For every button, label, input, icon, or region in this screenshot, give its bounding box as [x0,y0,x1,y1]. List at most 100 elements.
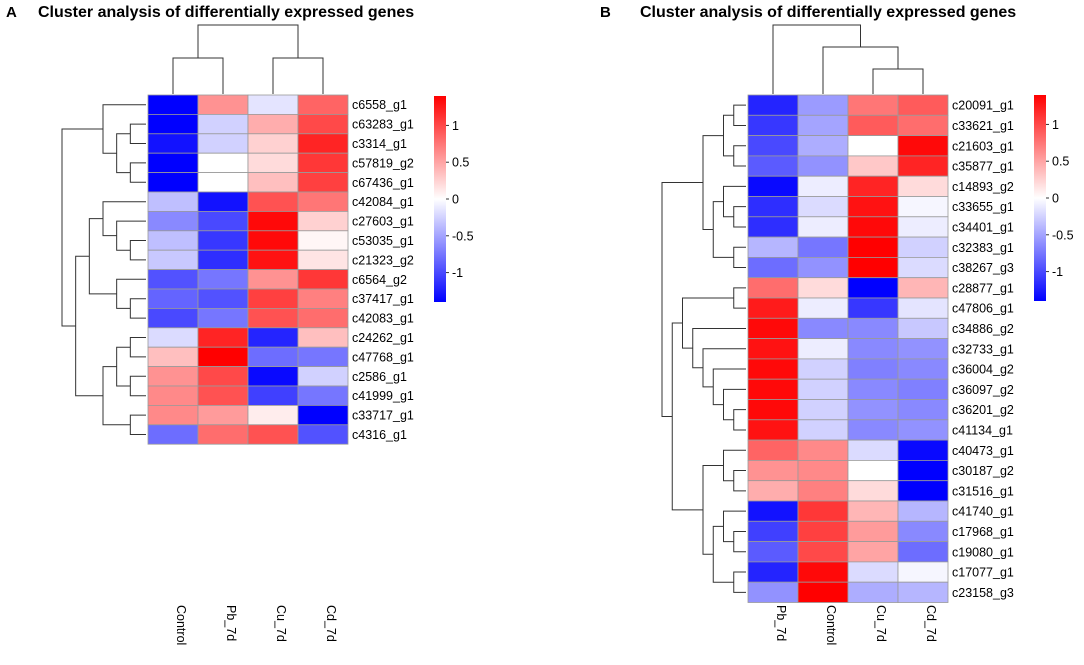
heatmap-cell-a-c41999_g1-Pb_7d [197,385,249,406]
row-dendrogram-branch-a-13 [116,346,131,387]
heatmap-cell-a-c2586_g1-Cd_7d [297,366,349,387]
col-label-a-Control: Control [174,605,188,645]
heatmap-cell-b-c41134_g1-Control [797,419,849,441]
row-label-a-c53035_g1: c53035_g1 [352,234,414,248]
row-label-b-c34401_g1: c34401_g1 [952,220,1014,234]
heatmap-cell-a-c57819_g2-Pb_7d [197,152,249,173]
heatmap-cell-a-c42084_g1-Cu_7d [247,191,299,212]
row-dendrogram-branch-b-6 [733,246,746,269]
heatmap-cell-a-c6564_g2-Control [147,269,199,290]
heatmap-cell-b-c47806_g1-Cu_7d [847,297,899,319]
heatmap-cell-b-c32733_g1-Cd_7d [897,338,949,360]
row-dendrogram-branch-b-23 [671,322,703,511]
heatmap-cell-b-c33655_g1-Cd_7d [897,196,949,218]
heatmap-a: c6558_g1 c63283_g1 c3314_g1 c57819_g2 c67436… [61,24,474,645]
heatmap-cell-a-c2586_g1-Pb_7d [197,366,249,387]
heatmap-cell-a-c24262_g1-Cd_7d [297,327,349,348]
heatmap-cell-b-c28877_g1-Pb_7d [747,277,799,299]
heatmap-cell-a-c42083_g1-Cd_7d [297,307,349,329]
row-label-b-c41134_g1: c41134_g1 [952,423,1013,437]
heatmap-cell-b-c17077_g1-Control [797,561,849,583]
row-label-b-c41740_g1: c41740_g1 [952,505,1014,519]
row-label-a-c41999_g1: c41999_g1 [352,389,414,403]
heatmap-cell-b-c21603_g1-Cd_7d [897,135,949,157]
heatmap-cell-a-c27603_g1-Pb_7d [197,210,249,232]
col-label-a-Cd_7d: Cd_7d [324,605,338,642]
row-dendrogram-branch-b-9 [733,287,746,309]
row-label-b-c30187_g2: c30187_g2 [952,464,1014,478]
panel-a-title: Cluster analysis of differentially expre… [38,4,415,21]
heatmap-cell-a-c67436_g1-Cd_7d [297,172,349,193]
heatmap-cell-b-c31516_g1-Pb_7d [747,480,799,502]
heatmap-cell-a-c6564_g2-Cd_7d [297,269,349,290]
row-dendrogram-branch-a-1 [129,123,146,144]
heatmap-cell-a-c2586_g1-Control [147,366,199,387]
heatmap-cell-b-c23158_g3-Cd_7d [897,581,949,603]
heatmap-cell-b-c28877_g1-Cd_7d [897,277,949,299]
heatmap-cell-b-c36097_g2-Pb_7d [747,378,799,400]
heatmap-cell-b-c40473_g1-Pb_7d [747,439,799,461]
heatmap-cell-b-c32733_g1-Cu_7d [847,338,899,360]
row-dendrogram-branch-b-3 [723,114,734,157]
heatmap-cell-a-c33717_g1-Cd_7d [297,404,349,426]
heatmap-cell-b-c38267_g3-Cd_7d [897,256,949,279]
heatmap-cell-b-c19080_g1-Control [797,541,849,563]
heatmap-cell-a-c3314_g1-Control [147,133,199,154]
row-dendrogram-branch-b-13 [702,348,746,388]
heatmap-cell-b-c33621_g1-Cu_7d [847,114,899,137]
heatmap-cell-a-c63283_g1-Pb_7d [197,114,249,135]
legend-label-a-2: 0 [452,193,459,207]
row-dendrogram-branch-b-24 [661,182,703,417]
row-dendrogram-branch-a-16 [75,255,103,397]
heatmap-cell-b-c34401_g1-Cu_7d [847,216,899,238]
row-label-b-c32733_g1: c32733_g1 [952,342,1014,356]
legend-label-b-1: 0.5 [1052,155,1069,169]
row-dendrogram-branch-b-12 [712,368,746,406]
legend-label-b-0: 1 [1052,118,1059,132]
heatmap-cell-a-c41999_g1-Cd_7d [297,385,349,406]
heatmap-cell-b-c30187_g2-Control [797,459,849,482]
row-label-b-c36097_g2: c36097_g2 [952,383,1014,397]
heatmap-cell-a-c53035_g1-Cu_7d [247,230,299,251]
heatmap-cell-b-c41134_g1-Cu_7d [847,419,899,441]
heatmap-cell-a-c67436_g1-Cu_7d [247,172,299,193]
heatmap-cell-a-c41999_g1-Control [147,385,199,406]
heatmap-cell-b-c47806_g1-Pb_7d [747,297,799,319]
row-label-b-c33655_g1: c33655_g1 [952,200,1014,214]
heatmap-cell-b-c17968_g1-Pb_7d [747,520,799,542]
row-label-a-c6564_g2: c6564_g2 [352,273,407,287]
col-label-a-Cu_7d: Cu_7d [274,605,288,642]
col-label-b-Control: Control [824,605,838,645]
heatmap-cell-a-c67436_g1-Control [147,172,199,193]
heatmap-cell-b-c34886_g2-Cd_7d [897,317,949,339]
row-dendrogram-branch-a-9 [116,278,146,309]
heatmap-cell-b-c20091_g1-Pb_7d [747,94,799,116]
row-dendrogram-branch-a-14 [129,414,146,435]
heatmap-cell-b-c30187_g2-Cd_7d [897,459,949,482]
heatmap-cell-a-c6558_g1-Pb_7d [197,94,249,115]
legend-label-a-0: 1 [452,119,459,133]
heatmap-cell-a-c53035_g1-Pb_7d [197,230,249,251]
row-label-a-c21323_g2: c21323_g2 [352,253,414,267]
heatmap-cell-b-c36004_g2-Cd_7d [897,358,949,380]
heatmap-cell-a-c21323_g2-Cd_7d [297,249,349,270]
row-label-b-c33621_g1: c33621_g1 [952,119,1014,133]
heatmap-cell-b-c20091_g1-Control [797,94,849,116]
heatmap-cell-a-c33717_g1-Cu_7d [247,404,299,426]
row-dendrogram-branch-a-8 [129,298,146,319]
col-dendrogram-branch-a-3 [197,24,299,58]
row-dendrogram-branch-a-3 [116,133,131,174]
row-label-a-c24262_g1: c24262_g1 [352,331,414,345]
row-dendrogram-branch-a-6 [116,220,146,251]
heatmap-cell-a-c53035_g1-Control [147,230,199,251]
heatmap-b: c20091_g1 c33621_g1 c21603_g1 c35877_g1 c148… [661,24,1074,645]
heatmap-cell-a-c42083_g1-Control [147,307,199,329]
heatmap-cell-a-c53035_g1-Cd_7d [297,230,349,251]
row-dendrogram-branch-b-11 [723,388,746,421]
row-dendrogram-branch-a-4 [102,104,146,154]
row-dendrogram-branch-b-4 [733,206,746,228]
row-label-b-c34886_g2: c34886_g2 [952,322,1014,336]
panel-letter-a: A [6,4,17,21]
heatmap-cell-b-c32733_g1-Pb_7d [747,338,799,360]
row-dendrogram-branch-b-1 [733,104,746,126]
